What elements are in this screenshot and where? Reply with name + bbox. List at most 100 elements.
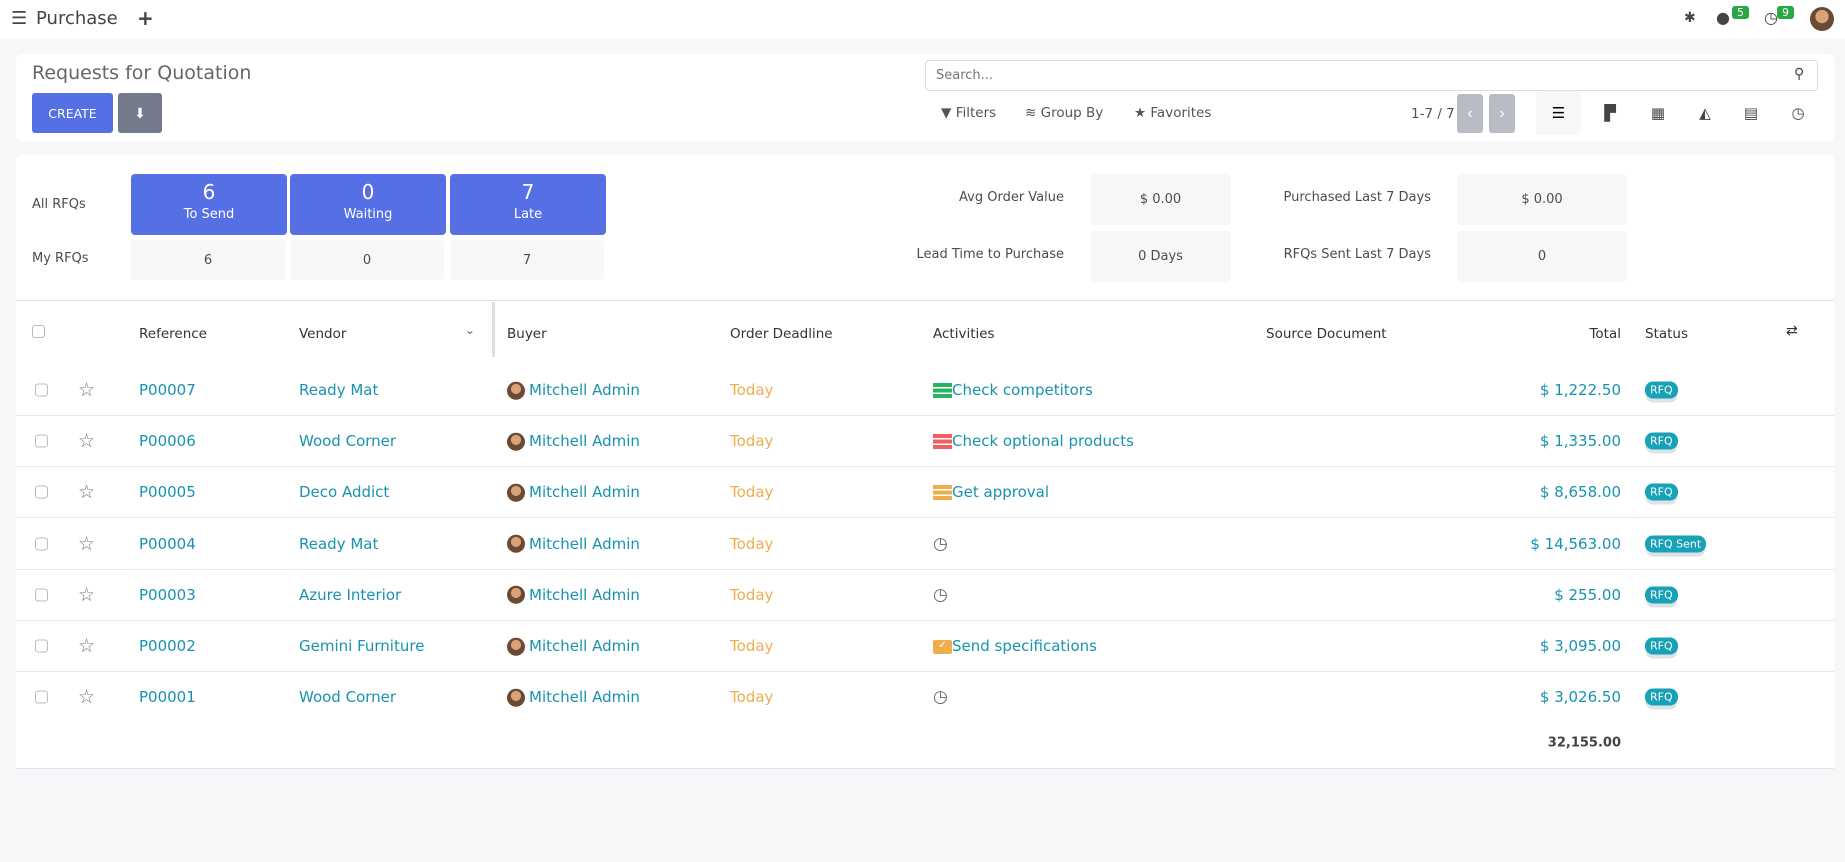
reference-link[interactable]: P00002 [139,637,196,655]
clock-icon[interactable]: ◷ [933,584,948,605]
activity-list-icon[interactable] [933,434,952,450]
reference-link[interactable]: P00005 [139,483,196,502]
activity[interactable]: ✓ Send specifications [933,637,1097,655]
header-buyer[interactable]: Buyer [507,326,547,342]
header-vendor[interactable]: Vendor [299,326,347,342]
star-icon[interactable]: ☆ [78,481,96,504]
table-row[interactable]: ☆ P00003 Azure Interior Mitchell Admin T… [16,569,1834,621]
kpi-value[interactable]: 0 [1457,231,1627,282]
reference-link[interactable]: P00006 [139,432,196,451]
vendor-link[interactable]: Wood Corner [299,432,397,451]
buyer[interactable]: Mitchell Admin [507,688,640,707]
app-title[interactable]: Purchase [36,8,118,29]
kpi-value[interactable]: $ 0.00 [1090,174,1231,225]
star-icon[interactable]: ☆ [78,532,96,555]
row-checkbox[interactable] [35,588,48,602]
vendor-link[interactable]: Ready Mat [299,381,379,399]
row-checkbox[interactable] [35,383,48,397]
pager-next-button[interactable]: › [1489,94,1515,133]
buyer[interactable]: Mitchell Admin [507,483,640,502]
activity-view-button[interactable]: ◷ [1776,91,1820,135]
vendor-link[interactable]: Gemini Furniture [299,637,425,655]
bug-icon[interactable]: ✱ [1684,10,1696,26]
header-reference[interactable]: Reference [139,326,207,342]
search-icon[interactable]: ⚲ [1794,66,1805,82]
list-view-button[interactable]: ☰ [1536,91,1581,135]
kanban-view-button[interactable]: ▛ [1588,91,1632,135]
buyer[interactable]: Mitchell Admin [507,432,640,451]
my-stat-tile[interactable]: 0 [290,240,444,280]
pivot-view-button[interactable]: ▦ [1636,91,1680,135]
table-row[interactable]: ☆ P00001 Wood Corner Mitchell Admin Toda… [16,672,1834,724]
table-row[interactable]: ☆ P00002 Gemini Furniture Mitchell Admin… [16,621,1834,672]
calendar-view-button[interactable]: ▤ [1729,91,1773,135]
row-checkbox[interactable] [35,434,48,448]
column-resize-handle[interactable] [492,302,495,357]
vendor-link[interactable]: Ready Mat [299,534,379,553]
menu-icon[interactable]: ☰ [11,8,28,29]
vendor-link[interactable]: Wood Corner [299,688,397,707]
my-stat-tile[interactable]: 6 [131,240,285,280]
activity[interactable]: ◷ [933,687,948,707]
buyer[interactable]: Mitchell Admin [507,586,640,605]
vendor-link[interactable]: Deco Addict [299,483,390,502]
reference-link[interactable]: P00004 [139,534,196,553]
select-all-checkbox[interactable] [32,325,45,338]
row-checkbox[interactable] [35,639,48,653]
activity[interactable]: Check competitors [933,381,1093,399]
chevron-down-icon[interactable]: ⌄ [465,323,476,337]
header-total[interactable]: Total [1589,326,1621,342]
row-checkbox[interactable] [35,485,48,499]
chat-icon[interactable]: ● [1716,8,1730,27]
activity[interactable]: ◷ [933,534,948,554]
activity-list-icon[interactable] [933,485,952,501]
header-status[interactable]: Status [1645,326,1689,342]
star-icon[interactable]: ☆ [78,583,96,606]
table-row[interactable]: ☆ P00007 Ready Mat Mitchell Admin Today … [16,365,1834,416]
group-by-button[interactable]: ≋ Group By [1025,105,1103,121]
reference-link[interactable]: P00003 [139,585,196,604]
row-checkbox[interactable] [35,690,48,704]
row-checkbox[interactable] [35,537,48,551]
stat-tile-waiting[interactable]: 0 Waiting [290,174,446,235]
stat-tile-late[interactable]: 7 Late [450,174,606,235]
buyer[interactable]: Mitchell Admin [507,637,640,656]
envelope-icon[interactable]: ✓ [933,639,952,654]
activity-clock-icon[interactable]: ◷ [1764,8,1778,27]
star-icon[interactable]: ☆ [78,635,96,657]
pager-value[interactable]: 1-7 / 7 [1411,106,1455,122]
optional-columns-toggle-icon[interactable]: ⇄ [1786,323,1798,339]
create-button[interactable]: CREATE [32,93,113,133]
my-stat-tile[interactable]: 7 [450,240,604,280]
search-input[interactable] [925,60,1818,91]
activity-list-icon[interactable] [933,383,952,398]
vendor-link[interactable]: Azure Interior [299,585,402,604]
star-icon[interactable]: ☆ [78,430,96,453]
table-row[interactable]: ☆ P00005 Deco Addict Mitchell Admin Toda… [16,467,1834,519]
graph-view-button[interactable]: ◭ [1683,91,1727,135]
user-avatar[interactable] [1810,7,1834,31]
buyer[interactable]: Mitchell Admin [507,381,640,400]
reference-link[interactable]: P00007 [139,381,196,399]
plus-icon[interactable]: + [137,6,154,30]
filters-button[interactable]: ▼ Filters [941,105,996,121]
activity[interactable]: ◷ [933,585,948,605]
table-row[interactable]: ☆ P00006 Wood Corner Mitchell Admin Toda… [16,416,1834,468]
clock-icon[interactable]: ◷ [933,687,948,708]
header-activities[interactable]: Activities [933,326,995,342]
header-source-document[interactable]: Source Document [1266,326,1387,342]
reference-link[interactable]: P00001 [139,688,196,707]
activity[interactable]: Check optional products [933,432,1134,450]
kpi-value[interactable]: 0 Days [1090,231,1231,282]
favorites-button[interactable]: ★ Favorites [1134,105,1211,121]
clock-icon[interactable]: ◷ [933,533,948,554]
pager-previous-button[interactable]: ‹ [1457,94,1483,133]
star-icon[interactable]: ☆ [78,686,96,709]
activity[interactable]: Get approval [933,483,1049,501]
star-icon[interactable]: ☆ [78,379,96,401]
download-button[interactable]: ⬇ [118,93,162,133]
kpi-value[interactable]: $ 0.00 [1457,174,1627,225]
stat-tile-to-send[interactable]: 6 To Send [131,174,287,235]
header-order-deadline[interactable]: Order Deadline [730,326,833,342]
buyer[interactable]: Mitchell Admin [507,534,640,553]
